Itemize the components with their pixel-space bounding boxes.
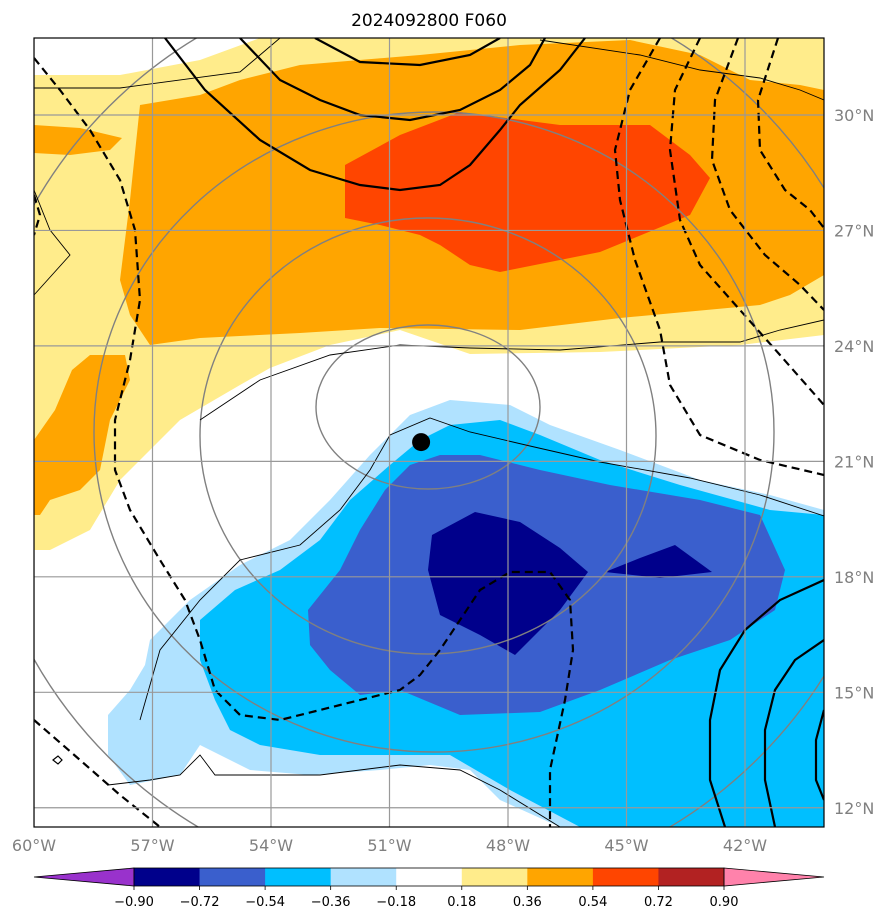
dashed-contour-left bbox=[34, 57, 575, 827]
colorbar: −0.90 −0.72 −0.54 −0.36 −0.18 0.18 0.36 0.54 0.7… bbox=[33, 867, 825, 910]
colorbar-tick-label: 0.54 bbox=[578, 895, 607, 910]
solid-contour-2 bbox=[239, 38, 546, 122]
colorbar-extend-high bbox=[723, 867, 825, 887]
dashed-contour-right-4 bbox=[756, 38, 824, 229]
colorbar-tick-label: −0.36 bbox=[311, 895, 351, 910]
dashed-contour-bottomleft bbox=[34, 719, 161, 827]
colorbar-segment bbox=[265, 868, 332, 886]
dashed-contour-left-2 bbox=[34, 194, 42, 236]
map-frame bbox=[33, 37, 825, 828]
lon-tick-label: 51°W bbox=[367, 836, 411, 855]
colorbar-tick-label: 0.72 bbox=[644, 895, 673, 910]
colorbar-segment bbox=[461, 868, 528, 886]
lat-tick-label: 24°N bbox=[834, 337, 874, 356]
lon-tick-label: 54°W bbox=[249, 836, 293, 855]
fill-0.54-0.72 bbox=[345, 112, 710, 272]
dashed-contour-right-2 bbox=[668, 38, 824, 406]
thin-contour-bottom bbox=[107, 754, 561, 827]
dashed-contour-right-3 bbox=[710, 38, 824, 311]
gray-circle-3 bbox=[93, 111, 775, 753]
colorbar-segment bbox=[396, 868, 463, 886]
solid-contour-br-2 bbox=[763, 639, 824, 827]
lon-axis: 60°W 57°W 54°W 51°W 48°W 45°W 42°W bbox=[12, 836, 767, 855]
colorbar-segment bbox=[592, 868, 659, 886]
lon-tick-label: 57°W bbox=[130, 836, 174, 855]
colorbar-tick-label: 0.90 bbox=[710, 895, 739, 910]
lat-tick-label: 18°N bbox=[834, 568, 874, 587]
solid-contour-3 bbox=[314, 38, 501, 67]
colorbar-frame bbox=[133, 867, 725, 887]
colorbar-tick-label: −0.72 bbox=[180, 895, 220, 910]
colorbar-segment bbox=[134, 868, 201, 886]
colorbar-segment bbox=[527, 868, 594, 886]
chart-title: 2024092800 F060 bbox=[351, 11, 507, 31]
lon-tick-label: 48°W bbox=[486, 836, 530, 855]
colorbar-tick-label: −0.90 bbox=[114, 895, 154, 910]
gray-circle-2 bbox=[199, 217, 657, 655]
lat-tick-label: 21°N bbox=[834, 452, 874, 471]
fill-0.36-0.54-lower-left bbox=[34, 355, 130, 515]
solid-contour-br-3 bbox=[814, 709, 824, 801]
thin-contour-left bbox=[34, 189, 71, 296]
dashed-contour-right-1 bbox=[613, 38, 824, 477]
colorbar-segment bbox=[199, 868, 266, 886]
lat-tick-label: 12°N bbox=[834, 799, 874, 818]
storm-center-marker bbox=[412, 433, 431, 452]
thin-contour-upper-right bbox=[539, 39, 824, 101]
gray-circle-1 bbox=[315, 324, 541, 490]
colorbar-tick-label: 0.36 bbox=[513, 895, 542, 910]
lon-tick-label: 60°W bbox=[12, 836, 56, 855]
colorbar-tick-label: −0.54 bbox=[245, 895, 285, 910]
thin-contour-upper bbox=[34, 38, 824, 421]
colorbar-tick-label: −0.18 bbox=[376, 895, 416, 910]
lat-tick-label: 27°N bbox=[834, 221, 874, 240]
solid-contour-1 bbox=[164, 38, 586, 192]
colorbar-tick-label: 0.18 bbox=[447, 895, 476, 910]
island-marker bbox=[52, 755, 63, 765]
colorbar-extend-low bbox=[33, 867, 135, 887]
lat-tick-label: 30°N bbox=[834, 106, 874, 125]
colorbar-segment bbox=[658, 868, 725, 886]
solid-contour-br-1 bbox=[708, 578, 824, 827]
grid bbox=[34, 38, 824, 827]
lat-axis: 12°N 15°N 18°N 21°N 24°N 27°N 30°N bbox=[834, 106, 874, 818]
colorbar-segment bbox=[330, 868, 397, 886]
lon-tick-label: 45°W bbox=[604, 836, 648, 855]
fill-n0.72-n0.90-east bbox=[605, 545, 712, 578]
lat-tick-label: 15°N bbox=[834, 683, 874, 702]
lon-tick-label: 42°W bbox=[723, 836, 767, 855]
map-panel bbox=[34, 38, 824, 827]
